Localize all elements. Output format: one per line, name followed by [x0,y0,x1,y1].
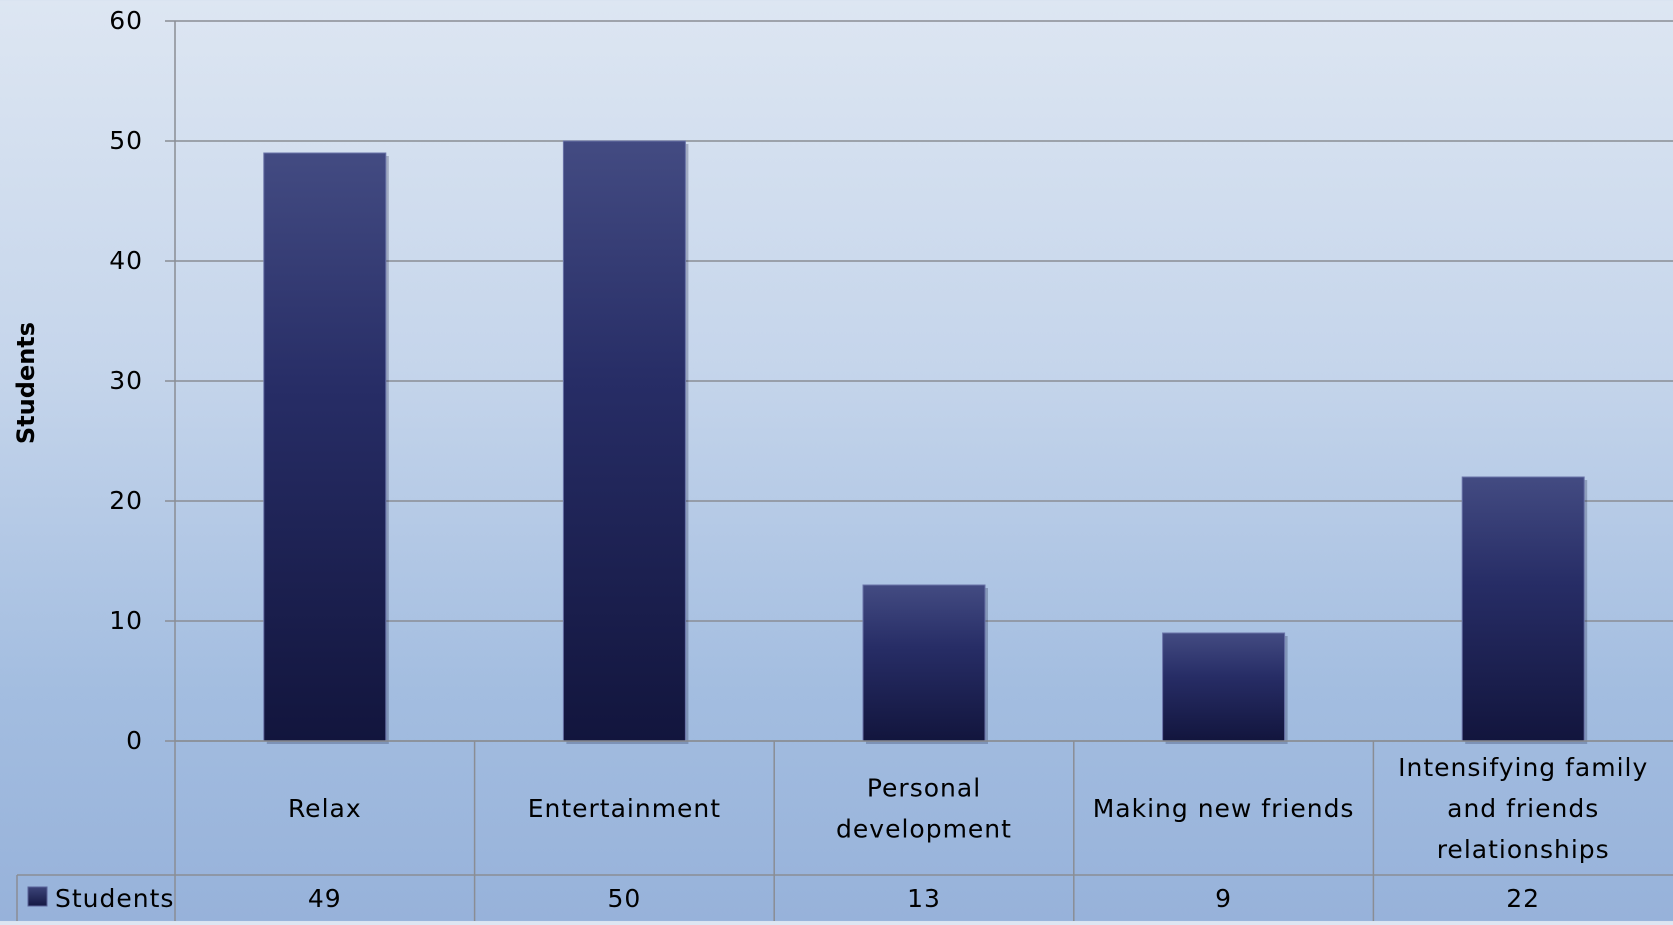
gridlines [165,20,1673,921]
category-label-3: Making new friends [1093,794,1355,823]
y-tick-label: 30 [109,366,143,395]
category-label-0: Relax [288,794,362,823]
category-label-2: Personal development [836,774,1012,844]
bar-3 [1162,632,1286,742]
legend-label: Students [55,884,174,913]
category-label-line: Relax [288,794,362,823]
y-tick-label: 60 [109,6,143,35]
data-label-2: 13 [907,884,941,913]
category-label-line: and friends [1447,794,1599,823]
bar-1 [562,140,686,742]
category-label-line: Intensifying family [1398,753,1648,782]
y-tick-label: 40 [109,246,143,275]
y-tick-label: 0 [126,726,143,755]
category-label-line: relationships [1437,835,1610,864]
category-label-line: Entertainment [528,794,721,823]
y-axis-ticks: 0 10 20 30 40 50 60 [109,6,143,755]
y-tick-label: 10 [109,606,143,635]
category-label-line: development [836,815,1012,844]
category-label-1: Entertainment [528,794,721,823]
data-label-4: 22 [1506,884,1540,913]
legend-swatch [27,886,48,907]
y-tick-label: 20 [109,486,143,515]
y-tick-label: 50 [109,126,143,155]
data-table: Relax Entertainment Personal development Mak… [16,740,1673,921]
data-label-3: 9 [1215,884,1232,913]
y-axis-title: Students [12,322,40,444]
category-label-4: Intensifying family and friends relationsh… [1398,753,1648,864]
category-label-line: Personal [867,774,981,803]
bar-2 [862,584,986,742]
data-label-0: 49 [308,884,342,913]
bars [263,140,1588,744]
bar-4 [1461,476,1585,742]
bar-0 [263,152,387,742]
data-label-1: 50 [607,884,641,913]
category-label-line: Making new friends [1093,794,1355,823]
